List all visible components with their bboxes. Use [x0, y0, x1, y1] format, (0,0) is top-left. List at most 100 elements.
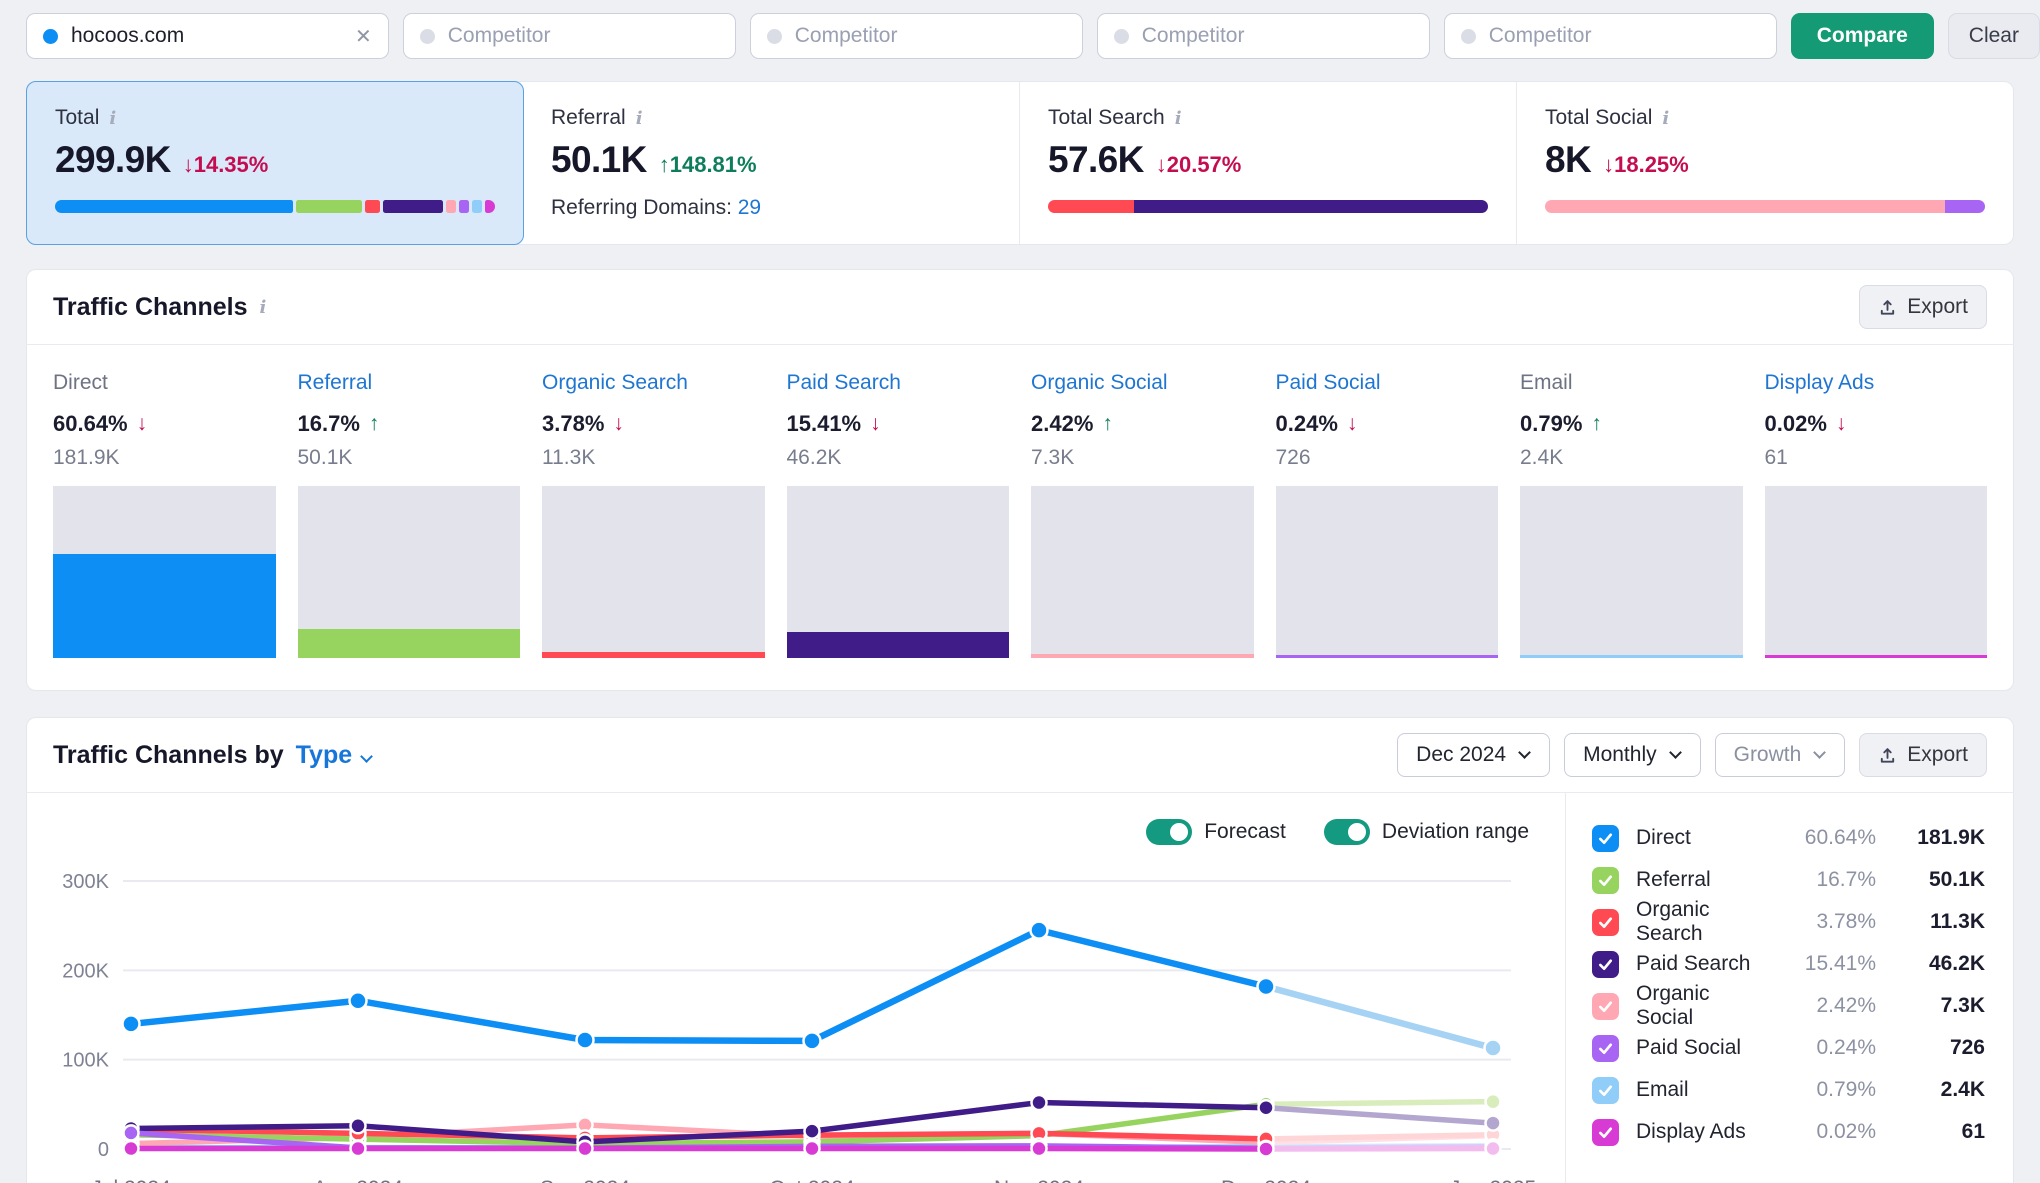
info-icon[interactable]: i: [1175, 108, 1182, 129]
type-dropdown-link[interactable]: Type: [296, 741, 374, 770]
competitor-input-4[interactable]: [1444, 13, 1777, 59]
export-button[interactable]: Export: [1859, 285, 1987, 329]
channel-value: 11.3K: [542, 446, 765, 470]
card-title: Total Social: [1545, 106, 1652, 130]
svg-text:200K: 200K: [62, 960, 109, 982]
channel-value: 181.9K: [53, 446, 276, 470]
info-icon[interactable]: i: [1662, 108, 1669, 129]
referring-domains-link[interactable]: 29: [738, 196, 761, 219]
info-icon[interactable]: i: [109, 108, 116, 129]
legend-row[interactable]: Referral 16.7% 50.1K: [1592, 859, 1985, 901]
channel-column: Display Ads 0.02%↓ 61: [1765, 371, 1988, 658]
export-icon: [1878, 746, 1897, 765]
line-chart-area: Forecast Deviation range 0100K200K300KJu…: [27, 793, 1565, 1183]
deviation-range-toggle[interactable]: Deviation range: [1324, 819, 1529, 845]
channel-name-link[interactable]: Organic Search: [542, 371, 688, 394]
card-title: Referral: [551, 106, 626, 130]
competitor-color-dot: [420, 29, 435, 44]
legend-row[interactable]: Display Ads 0.02% 61: [1592, 1111, 1985, 1153]
date-dropdown[interactable]: Dec 2024: [1397, 733, 1550, 777]
channel-mini-chart: [1520, 486, 1743, 658]
card-value: 57.6K: [1048, 139, 1144, 181]
legend-row[interactable]: Direct 60.64% 181.9K: [1592, 817, 1985, 859]
legend-checkbox[interactable]: [1592, 867, 1619, 894]
toggle-switch-icon[interactable]: [1324, 819, 1370, 845]
channel-mini-chart: [298, 486, 521, 658]
legend-checkbox[interactable]: [1592, 951, 1619, 978]
channel-column: Email 0.79%↑ 2.4K: [1520, 371, 1743, 658]
summary-cards-row: Totali 299.9K ↓14.35% Referrali 50.1K ↑1…: [26, 81, 2014, 245]
card-change: ↓20.57%: [1156, 152, 1242, 178]
bar-segment: [472, 200, 482, 213]
competitor-field[interactable]: [1489, 24, 1760, 48]
competitor-color-dot: [1114, 29, 1129, 44]
channel-mini-chart: [1765, 486, 1988, 658]
channel-value: 46.2K: [787, 446, 1010, 470]
channel-column: Referral 16.7%↑ 50.1K: [298, 371, 521, 658]
bar-segment: [296, 200, 362, 213]
bar-segment: [365, 200, 380, 213]
forecast-toggle[interactable]: Forecast: [1146, 819, 1286, 845]
svg-text:Nov 2024: Nov 2024: [994, 1177, 1084, 1183]
legend-row[interactable]: Paid Social 0.24% 726: [1592, 1027, 1985, 1069]
chart-legend: Direct 60.64% 181.9K Referral 16.7% 50.1…: [1565, 793, 2013, 1183]
legend-checkbox[interactable]: [1592, 909, 1619, 936]
search-channel-distribution-bar: [1048, 200, 1488, 213]
social-channel-distribution-bar: [1545, 200, 1985, 213]
competitor-field[interactable]: [1142, 24, 1413, 48]
channel-name-link[interactable]: Organic Social: [1031, 371, 1168, 394]
channel-name-link[interactable]: Paid Search: [787, 371, 901, 394]
svg-text:0: 0: [98, 1139, 109, 1161]
legend-checkbox[interactable]: [1592, 1077, 1619, 1104]
summary-card-total-search[interactable]: Total Searchi 57.6K ↓20.57%: [1019, 82, 1516, 244]
channel-name-link[interactable]: Display Ads: [1765, 371, 1875, 394]
legend-checkbox[interactable]: [1592, 993, 1619, 1020]
summary-card-total-social[interactable]: Total Sociali 8K ↓18.25%: [1516, 82, 2013, 244]
legend-checkbox[interactable]: [1592, 1035, 1619, 1062]
compare-button[interactable]: Compare: [1791, 13, 1934, 59]
export-icon: [1878, 298, 1897, 317]
legend-row[interactable]: Paid Search 15.41% 46.2K: [1592, 943, 1985, 985]
channel-name-link: Direct: [53, 371, 108, 394]
card-value: 299.9K: [55, 139, 171, 181]
competitor-field[interactable]: [448, 24, 719, 48]
export-button[interactable]: Export: [1859, 733, 1987, 777]
main-domain-input[interactable]: ✕: [26, 13, 389, 59]
remove-domain-icon[interactable]: ✕: [355, 24, 372, 49]
competitor-input-1[interactable]: [403, 13, 736, 59]
summary-card-total[interactable]: Totali 299.9K ↓14.35%: [26, 81, 524, 245]
card-title: Total: [55, 106, 99, 130]
channel-value: 7.3K: [1031, 446, 1254, 470]
channel-name-link[interactable]: Paid Social: [1276, 371, 1381, 394]
legend-checkbox[interactable]: [1592, 1119, 1619, 1146]
channel-mini-chart: [53, 486, 276, 658]
traffic-line-chart: 0100K200K300KJul 2024Aug 2024Sep 2024Oct…: [41, 847, 1537, 1183]
legend-checkbox[interactable]: [1592, 825, 1619, 852]
metric-dropdown[interactable]: Growth: [1715, 733, 1846, 777]
traffic-channels-title: Traffic Channelsi: [53, 293, 266, 322]
info-icon[interactable]: i: [636, 108, 643, 129]
channel-mini-chart: [1276, 486, 1499, 658]
main-domain-field[interactable]: [71, 24, 342, 48]
traffic-channels-section: Traffic Channelsi Export Direct 60.64%↓ …: [26, 269, 2014, 691]
legend-row[interactable]: Email 0.79% 2.4K: [1592, 1069, 1985, 1111]
svg-text:Aug 2024: Aug 2024: [313, 1177, 403, 1183]
bar-segment: [1134, 200, 1488, 213]
competitor-field[interactable]: [795, 24, 1066, 48]
channel-name-link[interactable]: Referral: [298, 371, 373, 394]
svg-text:Jan 2025: Jan 2025: [1450, 1177, 1536, 1183]
toggle-switch-icon[interactable]: [1146, 819, 1192, 845]
clear-button[interactable]: Clear: [1948, 13, 2040, 59]
channel-column: Paid Social 0.24%↓ 726: [1276, 371, 1499, 658]
bar-segment: [55, 200, 293, 213]
legend-row[interactable]: Organic Social 2.42% 7.3K: [1592, 985, 1985, 1027]
summary-card-referral[interactable]: Referrali 50.1K ↑148.81% Referring Domai…: [523, 82, 1019, 244]
competitor-input-2[interactable]: [750, 13, 1083, 59]
bar-segment: [485, 200, 495, 213]
bar-segment: [1048, 200, 1134, 213]
competitor-input-3[interactable]: [1097, 13, 1430, 59]
granularity-dropdown[interactable]: Monthly: [1564, 733, 1701, 777]
svg-text:Oct 2024: Oct 2024: [769, 1177, 855, 1183]
legend-row[interactable]: Organic Search 3.78% 11.3K: [1592, 901, 1985, 943]
info-icon[interactable]: i: [260, 297, 267, 318]
